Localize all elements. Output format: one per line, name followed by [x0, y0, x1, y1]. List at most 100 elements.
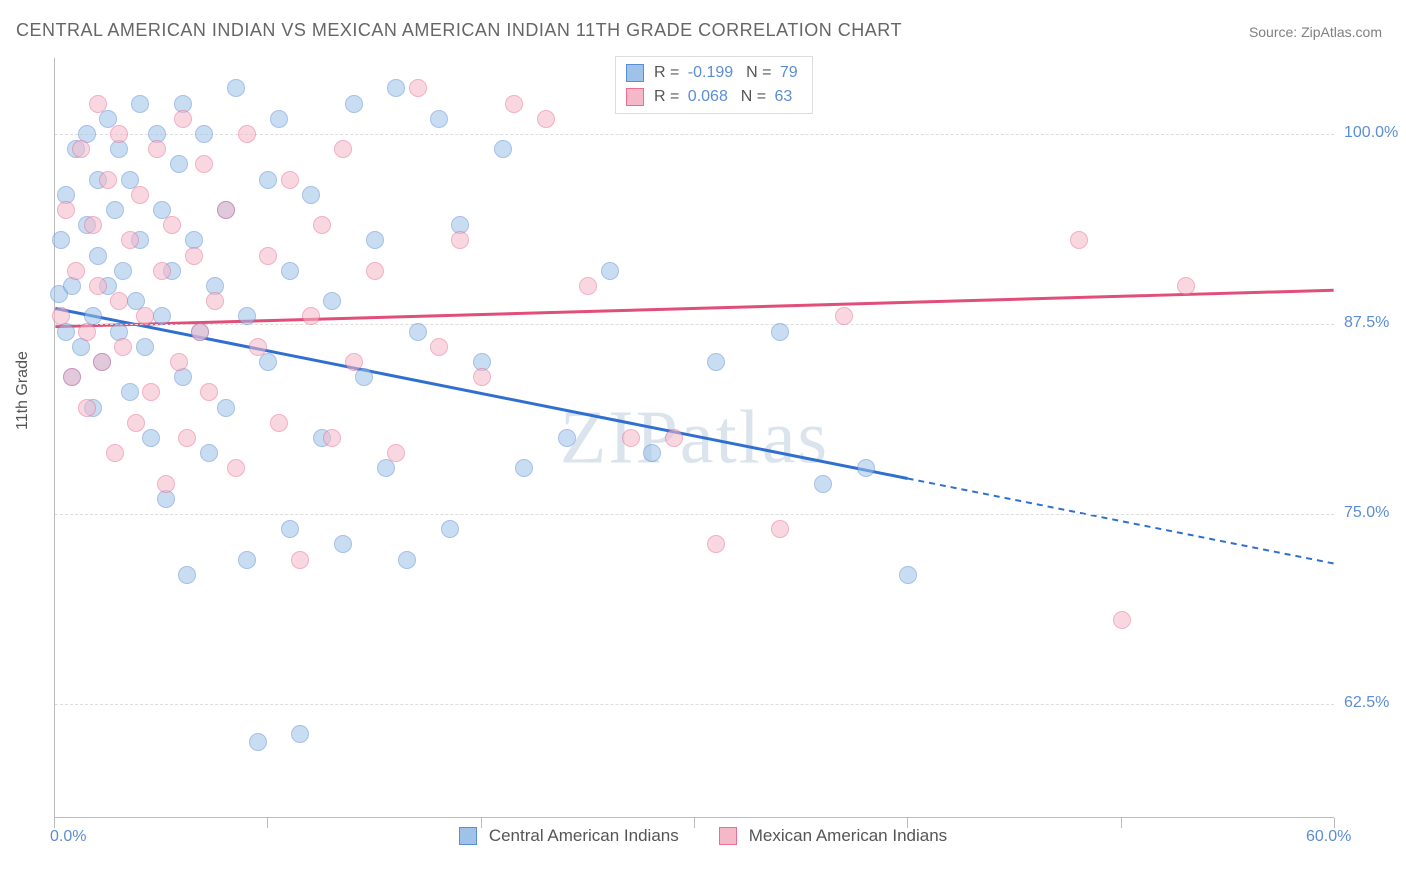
- data-point: [89, 277, 107, 295]
- data-point: [259, 353, 277, 371]
- data-point: [78, 323, 96, 341]
- data-point: [281, 520, 299, 538]
- legend-stats: R = -0.199 N = 79: [654, 61, 802, 85]
- data-point: [227, 79, 245, 97]
- legend-bottom-label: Mexican American Indians: [749, 826, 947, 846]
- data-point: [148, 140, 166, 158]
- data-point: [270, 110, 288, 128]
- data-point: [110, 125, 128, 143]
- data-point: [206, 292, 224, 310]
- data-point: [345, 95, 363, 113]
- data-point: [281, 262, 299, 280]
- data-point: [601, 262, 619, 280]
- data-point: [814, 475, 832, 493]
- data-point: [771, 520, 789, 538]
- y-axis-label: 11th Grade: [14, 351, 32, 430]
- data-point: [1177, 277, 1195, 295]
- data-point: [249, 338, 267, 356]
- data-point: [238, 307, 256, 325]
- data-point: [185, 247, 203, 265]
- x-tick: [267, 818, 268, 828]
- data-point: [153, 262, 171, 280]
- data-point: [323, 429, 341, 447]
- legend-bottom-label: Central American Indians: [489, 826, 679, 846]
- data-point: [259, 171, 277, 189]
- data-point: [114, 262, 132, 280]
- data-point: [157, 475, 175, 493]
- legend-bottom: Central American Indians Mexican American…: [0, 826, 1406, 846]
- gridline: [55, 514, 1334, 515]
- data-point: [451, 231, 469, 249]
- data-point: [430, 110, 448, 128]
- legend-bottom-item: Mexican American Indians: [719, 826, 947, 846]
- x-tick: [481, 818, 482, 828]
- data-point: [191, 323, 209, 341]
- data-point: [835, 307, 853, 325]
- data-point: [771, 323, 789, 341]
- data-point: [178, 429, 196, 447]
- data-point: [398, 551, 416, 569]
- data-point: [84, 216, 102, 234]
- data-point: [622, 429, 640, 447]
- data-point: [89, 95, 107, 113]
- data-point: [67, 262, 85, 280]
- data-point: [302, 186, 320, 204]
- data-point: [377, 459, 395, 477]
- data-point: [142, 429, 160, 447]
- data-point: [857, 459, 875, 477]
- data-point: [195, 125, 213, 143]
- data-point: [707, 535, 725, 553]
- data-point: [63, 368, 81, 386]
- data-point: [665, 429, 683, 447]
- legend-swatch: [626, 64, 644, 82]
- data-point: [170, 155, 188, 173]
- legend-swatch: [626, 88, 644, 106]
- data-point: [643, 444, 661, 462]
- data-point: [110, 292, 128, 310]
- data-point: [558, 429, 576, 447]
- legend-row: R = 0.068 N = 63: [626, 85, 802, 109]
- gridline: [55, 704, 1334, 705]
- legend-swatch: [459, 827, 477, 845]
- data-point: [121, 231, 139, 249]
- data-point: [409, 79, 427, 97]
- data-point: [238, 125, 256, 143]
- data-point: [387, 444, 405, 462]
- data-point: [515, 459, 533, 477]
- data-point: [1070, 231, 1088, 249]
- data-point: [409, 323, 427, 341]
- data-point: [323, 292, 341, 310]
- data-point: [494, 140, 512, 158]
- data-point: [334, 535, 352, 553]
- data-point: [170, 353, 188, 371]
- x-tick: [907, 818, 908, 828]
- data-point: [505, 95, 523, 113]
- data-point: [899, 566, 917, 584]
- data-point: [93, 353, 111, 371]
- data-point: [259, 247, 277, 265]
- data-point: [313, 216, 331, 234]
- data-point: [178, 566, 196, 584]
- data-point: [441, 520, 459, 538]
- data-point: [89, 247, 107, 265]
- data-point: [114, 338, 132, 356]
- data-point: [127, 414, 145, 432]
- data-point: [153, 307, 171, 325]
- data-point: [131, 186, 149, 204]
- legend-stats: R = 0.068 N = 63: [654, 85, 796, 109]
- data-point: [366, 231, 384, 249]
- data-point: [291, 725, 309, 743]
- data-point: [281, 171, 299, 189]
- data-point: [1113, 611, 1131, 629]
- y-tick-label: 75.0%: [1344, 504, 1389, 522]
- data-point: [57, 323, 75, 341]
- data-point: [355, 368, 373, 386]
- data-point: [163, 216, 181, 234]
- data-point: [99, 171, 117, 189]
- chart-title: CENTRAL AMERICAN INDIAN VS MEXICAN AMERI…: [16, 20, 902, 41]
- x-tick: [694, 818, 695, 828]
- data-point: [430, 338, 448, 356]
- data-point: [131, 95, 149, 113]
- data-point: [366, 262, 384, 280]
- data-point: [195, 155, 213, 173]
